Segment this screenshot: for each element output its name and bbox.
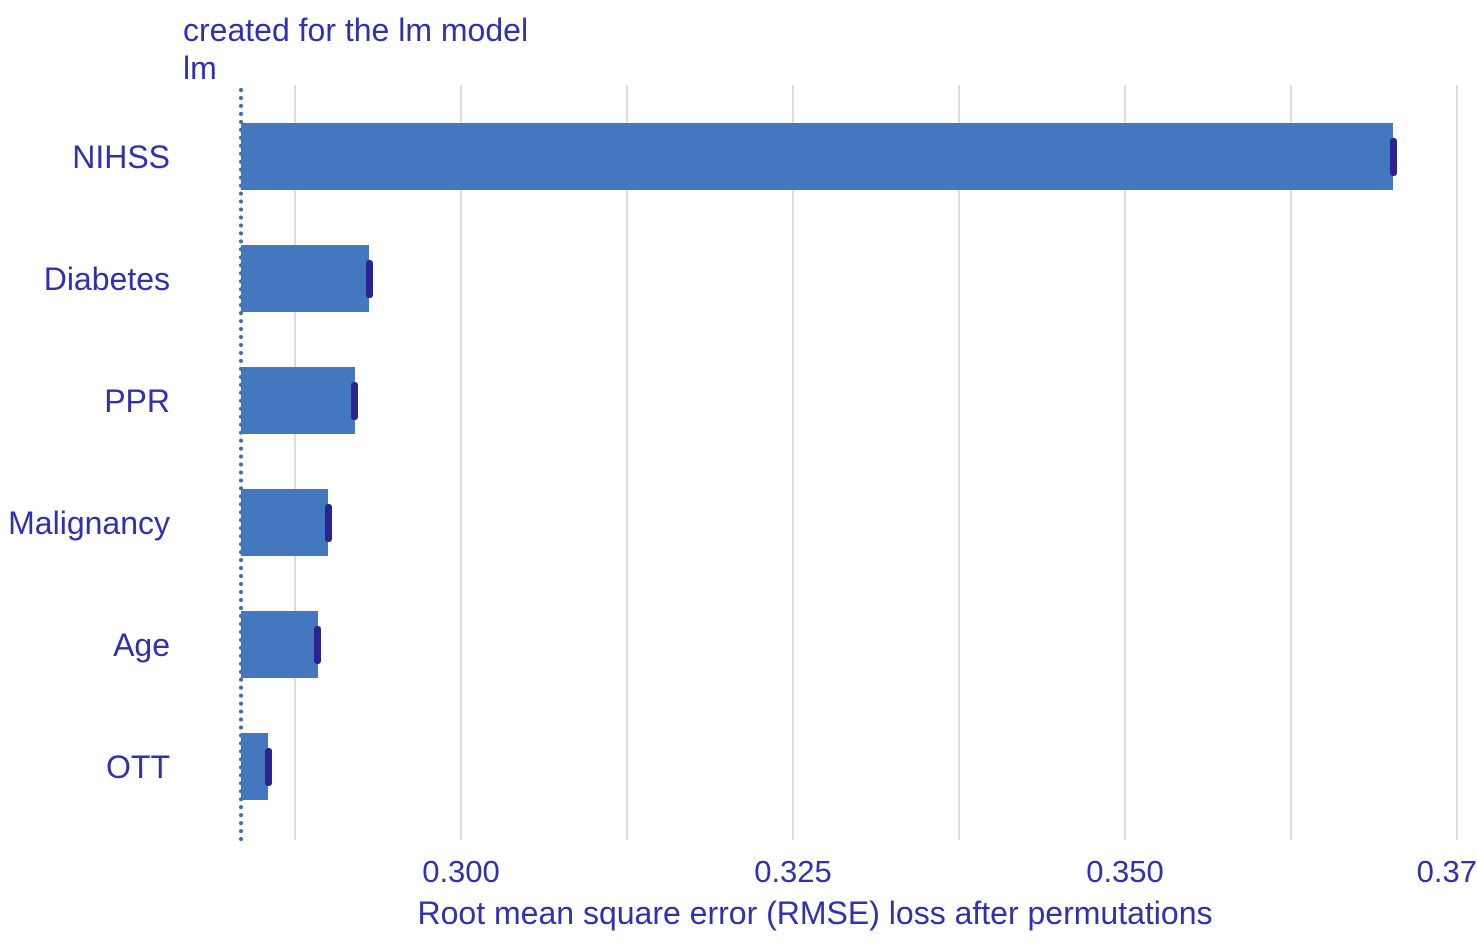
y-axis-label-ppr: PPR — [104, 382, 170, 419]
bar-ppr — [240, 367, 355, 434]
chart-title: created for the lm model — [183, 12, 529, 48]
gridline — [460, 85, 462, 840]
gridline — [1124, 85, 1126, 840]
y-axis-label-diabetes: Diabetes — [43, 260, 170, 297]
y-axis-label-ott: OTT — [106, 748, 170, 785]
bar-malignancy — [240, 489, 329, 556]
baseline-dashed-line — [238, 88, 243, 842]
x-tick-label: 0.37 — [1416, 854, 1477, 889]
x-tick-label: 0.350 — [1086, 854, 1164, 889]
y-axis-label-malignancy: Malignancy — [8, 504, 170, 541]
bar-ott — [240, 733, 269, 800]
gridline — [792, 85, 794, 840]
x-axis-title: Root mean square error (RMSE) loss after… — [417, 895, 1213, 931]
whisker-ppr — [351, 381, 359, 420]
whisker-ott — [264, 747, 272, 786]
bar-age — [240, 611, 318, 678]
bar-diabetes — [240, 245, 370, 312]
x-tick-label: 0.300 — [422, 854, 500, 889]
whisker-nihss — [1389, 137, 1397, 176]
whisker-diabetes — [365, 259, 373, 298]
x-tick-label: 0.325 — [754, 854, 832, 889]
bar-nihss — [240, 123, 1394, 190]
gridline — [958, 85, 960, 840]
facet-label-lm: lm — [183, 50, 217, 86]
y-axis-label-nihss: NIHSS — [72, 138, 170, 175]
gridline — [626, 85, 628, 840]
whisker-age — [314, 625, 322, 664]
whisker-malignancy — [324, 503, 332, 542]
gridline — [1290, 85, 1292, 840]
gridline — [1456, 85, 1458, 840]
y-axis-label-age: Age — [113, 626, 170, 663]
gridline — [294, 85, 296, 840]
